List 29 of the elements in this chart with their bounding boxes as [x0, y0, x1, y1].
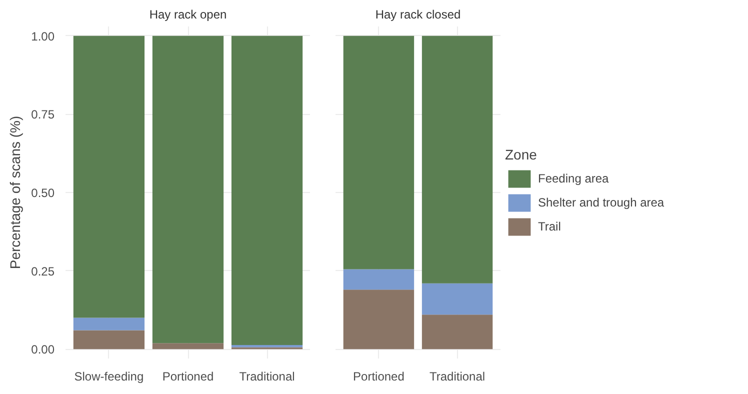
x-tick-label: Portioned: [162, 370, 214, 384]
legend-label: Feeding area: [538, 172, 609, 186]
bar: [73, 36, 145, 318]
bar: [152, 343, 224, 350]
bar: [343, 290, 414, 350]
y-tick-label: 0.75: [31, 108, 55, 122]
chart-title: Hay rack open: [149, 8, 227, 22]
bar: [422, 314, 493, 350]
bar: [73, 318, 145, 330]
chart-title: Hay rack closed: [375, 8, 461, 22]
x-tick-label: Traditional: [429, 370, 486, 384]
y-tick-label: 1.00: [31, 29, 55, 44]
bar: [231, 36, 303, 346]
legend-label: Shelter and trough area: [538, 196, 664, 210]
bar: [422, 36, 493, 284]
bar: [152, 36, 224, 344]
bar: [343, 269, 414, 290]
x-tick-label: Slow-feeding: [74, 370, 144, 384]
y-tick-label: 0.25: [31, 264, 55, 278]
y-tick-label: 0.50: [31, 186, 55, 200]
y-tick-label: 0.00: [31, 342, 55, 357]
x-tick-label: Traditional: [239, 370, 295, 384]
bar: [422, 283, 493, 315]
x-tick-label: Portioned: [353, 370, 404, 384]
legend-label: Trail: [538, 220, 561, 234]
y-axis-title: Percentage of scans (%): [7, 116, 24, 270]
bar: [343, 36, 414, 270]
legend-title: Zone: [505, 146, 538, 162]
bar: [73, 330, 145, 350]
